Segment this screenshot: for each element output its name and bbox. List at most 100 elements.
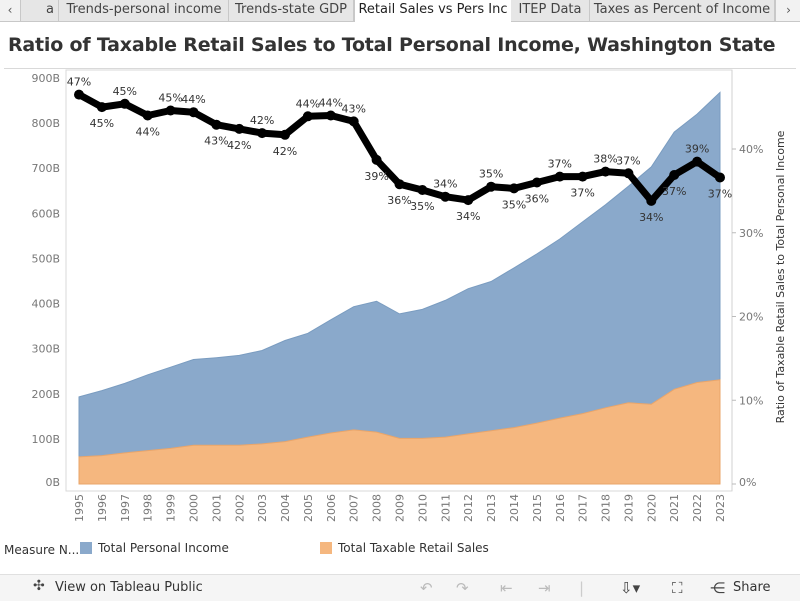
tab-partial[interactable]: a	[21, 0, 59, 21]
x-tick-label: 2014	[508, 494, 521, 522]
tab-scroll-left-button[interactable]: ‹	[0, 0, 21, 21]
tab-label: ITEP Data	[518, 2, 582, 17]
ratio-point	[646, 195, 657, 206]
ratio-data-label: 42%	[227, 139, 251, 152]
y-right-tick-label: 20%	[739, 311, 763, 324]
ratio-data-label: 42%	[273, 145, 297, 158]
x-tick-label: 2023	[714, 494, 727, 522]
undo-icon[interactable]: ↶	[420, 579, 433, 597]
x-tick-label: 2008	[371, 494, 384, 522]
x-tick-label: 2022	[691, 494, 704, 522]
tab-label: Taxes as Percent of Income	[593, 2, 771, 17]
x-tick-label: 2000	[188, 494, 201, 522]
ratio-data-label: 37%	[570, 187, 594, 200]
y-left-tick-label: 800B	[31, 117, 60, 130]
ratio-point	[486, 181, 497, 192]
ratio-data-label: 35%	[502, 198, 526, 211]
ratio-point	[280, 129, 290, 140]
ratio-point	[417, 185, 428, 195]
ratio-point	[623, 168, 634, 179]
legend-swatch-retail-sales	[320, 542, 332, 554]
ratio-point	[440, 191, 451, 202]
ratio-point	[142, 110, 153, 121]
ratio-data-label: 35%	[410, 200, 434, 213]
x-tick-label: 2009	[394, 494, 407, 522]
x-tick-label: 2003	[256, 494, 269, 522]
ratio-data-label: 39%	[364, 170, 388, 183]
y-left-tick-label: 900B	[31, 72, 60, 85]
tab-trends-personal-income[interactable]: Trends-personal income	[60, 0, 229, 21]
view-on-tableau-public-link[interactable]: View on Tableau Public	[55, 580, 203, 595]
chevron-right-icon: ›	[786, 3, 791, 17]
tab-label: Trends-personal income	[66, 2, 222, 17]
tab-taxes-as-percent-of-income[interactable]: Taxes as Percent of Income	[590, 0, 775, 21]
ratio-point	[165, 105, 176, 116]
ratio-data-label: 45%	[90, 117, 114, 130]
ratio-data-label: 44%	[181, 93, 205, 106]
y-right-tick-label: 40%	[739, 143, 763, 156]
ratio-data-label: 34%	[639, 211, 663, 224]
fullscreen-icon[interactable]: ⛶	[672, 579, 683, 597]
ratio-point	[669, 170, 680, 180]
x-tick-label: 2015	[531, 494, 544, 522]
y-left-tick-label: 100B	[31, 433, 60, 446]
ratio-point	[577, 171, 588, 182]
ratio-point	[371, 154, 382, 165]
x-tick-label: 2004	[279, 494, 292, 522]
ratio-data-label: 39%	[685, 143, 709, 156]
series-area-personal-income	[78, 91, 721, 485]
y-left-tick-label: 200B	[31, 388, 60, 401]
redo-icon[interactable]: ↷	[456, 579, 469, 597]
ratio-point	[234, 123, 245, 134]
ratio-point	[74, 89, 84, 100]
tab-retail-sales-vs-pers-inc[interactable]: Retail Sales vs Pers Inc	[354, 0, 512, 22]
legend-item-retail-sales[interactable]: Total Taxable Retail Sales	[320, 541, 489, 555]
x-tick-label: 2005	[302, 494, 315, 522]
ratio-point	[257, 128, 268, 139]
x-tick-label: 1999	[165, 494, 178, 522]
x-tick-label: 2019	[622, 494, 635, 522]
x-tick-label: 2010	[416, 494, 429, 522]
x-tick-label: 2002	[233, 494, 246, 522]
ratio-point	[211, 119, 222, 130]
x-tick-label: 2006	[325, 494, 338, 522]
tab-label: Retail Sales vs Pers Inc	[358, 2, 508, 17]
revert-icon[interactable]: ⇤	[500, 579, 513, 597]
ratio-data-label: 44%	[319, 97, 343, 110]
legend-title: Measure N...	[4, 543, 80, 557]
y-right-tick-label: 30%	[739, 227, 763, 240]
ratio-point	[119, 98, 130, 109]
x-tick-label: 2007	[348, 494, 361, 522]
share-button[interactable]: Share	[733, 580, 771, 595]
chevron-left-icon: ‹	[7, 3, 13, 17]
ratio-point	[325, 110, 336, 121]
x-tick-label: 1998	[142, 494, 155, 522]
tab-trends-state-gdp[interactable]: Trends-state GDP	[229, 0, 354, 21]
ratio-chart[interactable]: 0B 100B 200B 300B 400B 500B 600B 700B 800B 900B 0%…	[0, 68, 800, 538]
ratio-point	[188, 107, 199, 118]
x-tick-label: 2012	[462, 494, 475, 522]
legend-item-personal-income[interactable]: Total Personal Income	[80, 541, 229, 555]
ratio-point	[348, 116, 359, 127]
y-left-tick-label: 0B	[45, 476, 60, 489]
forward-icon[interactable]: ⇥	[538, 579, 551, 597]
tab-label: Trends-state GDP	[234, 2, 348, 17]
ratio-data-label: 36%	[525, 193, 549, 206]
ratio-data-label: 37%	[548, 158, 572, 171]
x-tick-label: 2018	[600, 494, 613, 522]
tab-itep-data[interactable]: ITEP Data	[511, 0, 590, 21]
ratio-data-label: 37%	[616, 154, 640, 167]
ratio-point	[692, 156, 703, 167]
ratio-data-label: 42%	[250, 114, 274, 127]
ratio-data-label: 34%	[456, 210, 480, 223]
ratio-point	[302, 111, 313, 122]
tab-scroll-right-button[interactable]: ›	[775, 0, 800, 21]
ratio-data-label: 43%	[204, 135, 228, 148]
x-tick-label: 2016	[554, 494, 567, 522]
ratio-point	[715, 172, 725, 183]
y-left-tick-label: 300B	[31, 343, 60, 356]
ratio-data-label: 43%	[341, 102, 365, 115]
ratio-data-label: 35%	[479, 168, 503, 181]
download-icon[interactable]: ⇩▾	[620, 579, 641, 597]
share-icon[interactable]: ⋲	[710, 579, 725, 597]
